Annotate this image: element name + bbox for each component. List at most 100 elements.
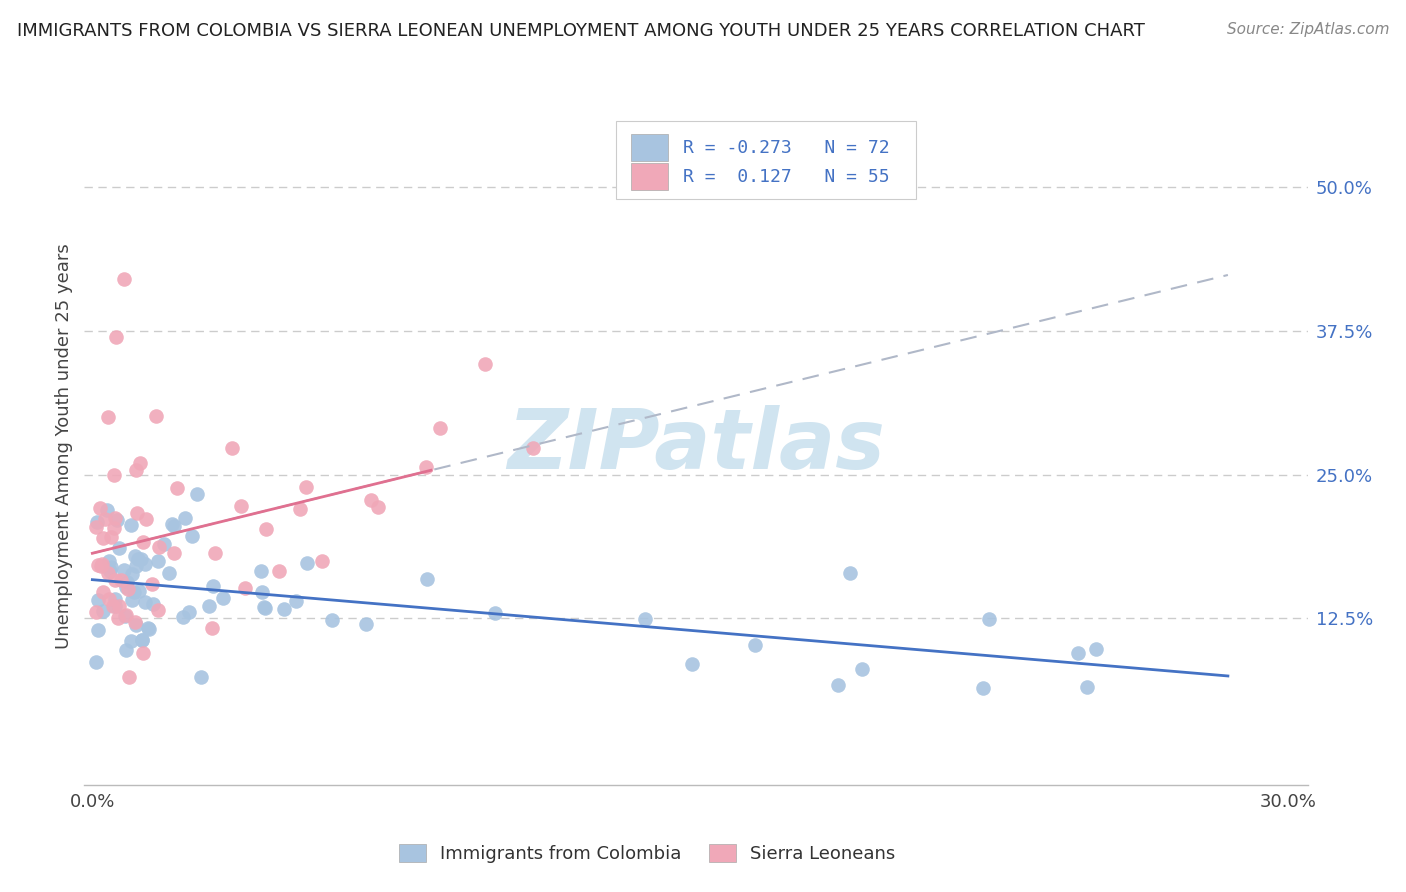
Point (98, 564, 121, 578)
Point (86, 605, 108, 619)
Point (204, 546, 226, 560)
Point (134, 594, 156, 608)
Point (107, 611, 129, 625)
Point (297, 557, 319, 571)
Point (838, 566, 860, 581)
Point (94, 512, 117, 526)
Point (124, 549, 146, 563)
Point (273, 602, 295, 616)
Point (117, 582, 139, 597)
Point (124, 615, 146, 629)
Point (744, 638, 766, 652)
Point (97, 566, 120, 580)
Point (89, 501, 111, 516)
Point (252, 584, 274, 599)
Point (202, 579, 225, 593)
Point (415, 460, 437, 475)
FancyBboxPatch shape (616, 120, 917, 199)
Text: IMMIGRANTS FROM COLOMBIA VS SIERRA LEONEAN UNEMPLOYMENT AMONG YOUTH UNDER 25 YEA: IMMIGRANTS FROM COLOMBIA VS SIERRA LEONE… (17, 22, 1144, 40)
Point (474, 357, 496, 371)
Point (429, 421, 451, 435)
Point (131, 535, 153, 549)
Point (120, 634, 142, 648)
Point (129, 551, 152, 566)
Point (681, 657, 703, 671)
Point (118, 669, 141, 683)
Point (104, 573, 127, 587)
Point (114, 609, 136, 624)
Point (160, 516, 183, 531)
Point (145, 409, 167, 423)
Point (125, 506, 148, 520)
Point (135, 512, 157, 526)
Point (103, 599, 125, 614)
Text: Source: ZipAtlas.com: Source: ZipAtlas.com (1226, 22, 1389, 37)
Point (180, 529, 202, 543)
Point (114, 607, 136, 622)
Point (360, 492, 382, 507)
Point (153, 537, 176, 551)
Point (148, 540, 170, 554)
Point (124, 618, 146, 632)
Point (201, 621, 224, 635)
Point (253, 600, 276, 615)
Point (87, 593, 110, 607)
Point (972, 681, 994, 695)
Point (269, 564, 291, 578)
Point (634, 612, 657, 626)
Point (129, 456, 152, 470)
Point (112, 563, 135, 577)
Point (100, 530, 122, 544)
Point (112, 272, 135, 286)
Point (132, 646, 155, 660)
Point (100, 560, 122, 574)
Point (157, 566, 180, 581)
Point (104, 599, 127, 614)
Point (253, 601, 276, 615)
Point (1085, 642, 1108, 657)
Point (97, 554, 120, 568)
Point (114, 642, 136, 657)
Point (221, 441, 243, 455)
Point (173, 510, 195, 524)
Point (104, 591, 127, 606)
Text: R = -0.273   N = 72: R = -0.273 N = 72 (682, 139, 889, 157)
Point (254, 522, 277, 536)
Point (186, 487, 208, 501)
Y-axis label: Unemployment Among Youth under 25 years: Unemployment Among Youth under 25 years (55, 244, 73, 648)
Point (146, 554, 169, 568)
Point (105, 330, 128, 344)
Bar (631, 134, 668, 161)
Point (127, 551, 149, 566)
Point (522, 441, 544, 455)
Point (107, 599, 129, 613)
Point (354, 617, 377, 632)
Point (285, 593, 308, 607)
Legend: Immigrants from Colombia, Sierra Leoneans: Immigrants from Colombia, Sierra Leonean… (389, 835, 904, 872)
Point (290, 501, 312, 516)
Point (249, 564, 271, 578)
Point (86, 623, 108, 637)
Point (979, 612, 1001, 626)
Point (91, 603, 114, 617)
Point (125, 559, 148, 574)
Point (105, 513, 128, 527)
Point (97, 410, 120, 425)
Point (96, 503, 118, 517)
Point (86, 655, 108, 669)
Point (163, 518, 186, 533)
Point (233, 581, 256, 595)
Point (851, 662, 873, 676)
Point (121, 567, 143, 582)
Bar (631, 163, 668, 190)
Point (311, 554, 333, 568)
Point (827, 678, 849, 692)
Point (1076, 680, 1098, 694)
Point (90, 559, 112, 574)
Point (136, 621, 159, 635)
Point (110, 574, 132, 588)
Point (141, 577, 163, 591)
Point (131, 633, 153, 648)
Point (90, 558, 112, 572)
Point (115, 575, 138, 590)
